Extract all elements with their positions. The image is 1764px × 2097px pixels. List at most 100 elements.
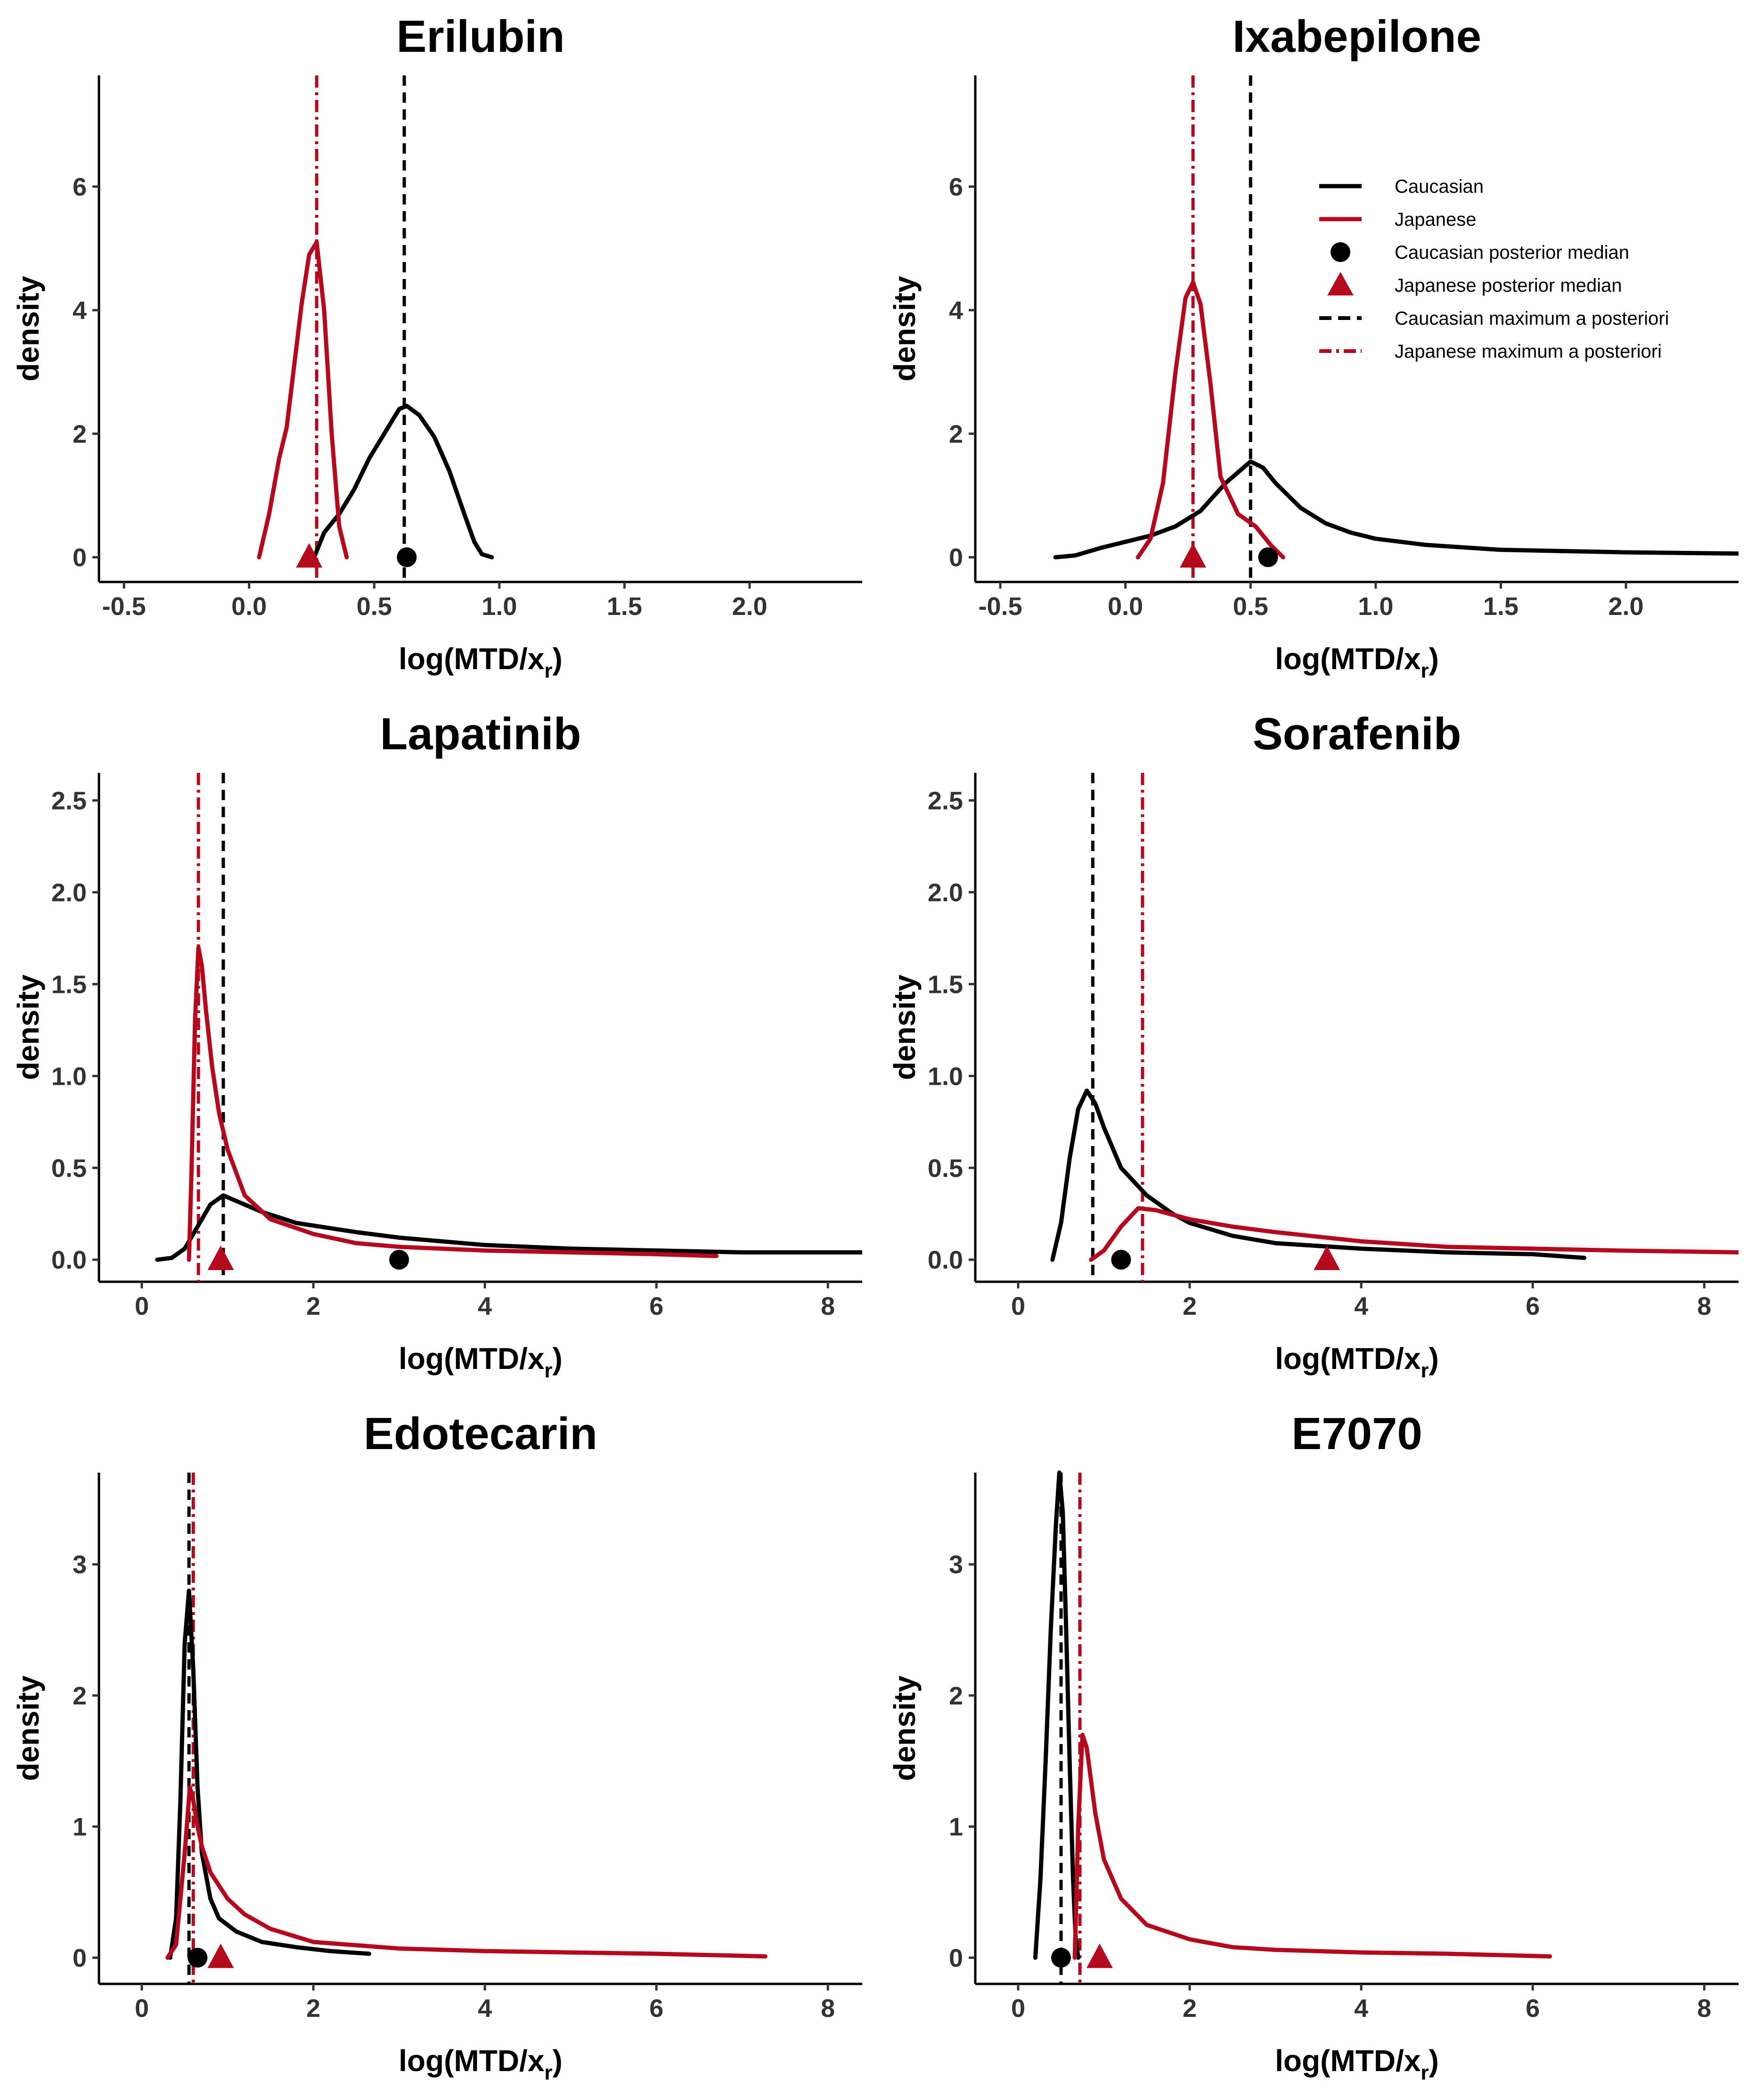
- y-tick-label: 0: [73, 544, 87, 572]
- japanese-density-line: [187, 945, 719, 1262]
- x-tick-label: 2: [1183, 1292, 1197, 1320]
- x-tick-label: 6: [649, 1292, 663, 1320]
- x-tick-label: 2.0: [1608, 592, 1643, 621]
- x-axis-label-main: log(MTD/x: [1275, 642, 1421, 676]
- x-axis-label-main: log(MTD/x: [1275, 1342, 1421, 1376]
- x-axis-label: log(MTD/xr): [1275, 1342, 1439, 1382]
- legend-label: Japanese maximum a posteriori: [1395, 341, 1662, 362]
- caucasian-posterior-median-point: [1258, 547, 1278, 567]
- x-tick-label: 0.0: [1108, 592, 1143, 621]
- y-tick-label: 4: [949, 296, 963, 325]
- legend-label: Japanese posterior median: [1395, 275, 1622, 296]
- y-tick-label: 2.0: [928, 878, 963, 907]
- x-tick-label: 8: [1697, 1292, 1711, 1320]
- x-axis-label-main: log(MTD/x: [1275, 2044, 1421, 2078]
- y-tick-label: 0: [73, 1944, 87, 1972]
- legend-label: Caucasian: [1395, 176, 1484, 197]
- x-axis-label: log(MTD/xr): [399, 642, 563, 682]
- x-axis-label: log(MTD/xr): [1275, 642, 1439, 682]
- plot-area: [257, 75, 494, 582]
- japanese-posterior-median-point: [207, 1943, 234, 1968]
- x-tick-label: 8: [821, 1292, 835, 1320]
- x-tick-label: 4: [478, 1994, 492, 2023]
- y-tick-label: 4: [73, 296, 87, 325]
- y-tick-label: 1.0: [51, 1062, 87, 1090]
- caucasian-posterior-median-point: [1111, 1250, 1131, 1270]
- y-tick-label: 2: [949, 1682, 963, 1710]
- y-tick-label: 6: [73, 173, 87, 201]
- x-tick-label: 0.0: [231, 592, 267, 621]
- x-axis-label-subscript: r: [544, 1359, 552, 1382]
- x-tick-label: 2: [306, 1994, 320, 2023]
- x-tick-label: 1.5: [1483, 592, 1519, 621]
- legend-label: Japanese: [1395, 209, 1476, 230]
- japanese-density-line: [1089, 1206, 1739, 1262]
- y-axis-label: density: [11, 975, 45, 1080]
- japanese-posterior-median-point: [296, 543, 323, 568]
- chart-title: Erilubin: [396, 11, 564, 62]
- y-axis-label: density: [888, 276, 922, 381]
- plot-area: [1053, 75, 1739, 582]
- plot-area: [155, 773, 862, 1282]
- x-axis-label-close: ): [553, 1342, 563, 1376]
- y-tick-label: 1.0: [928, 1062, 963, 1090]
- x-axis-label-close: ): [1429, 2044, 1439, 2078]
- y-tick-label: 2.5: [51, 786, 87, 815]
- x-axis-label: log(MTD/xr): [399, 1342, 563, 1382]
- japanese-density-line: [1135, 280, 1285, 560]
- panel-e7070: E7070 0 1 2 3 0 2 4 6 8 density log(MTD/xr): [888, 1409, 1739, 2084]
- x-axis-label-close: ): [1429, 642, 1439, 676]
- x-axis-label-subscript: r: [544, 2061, 552, 2084]
- x-tick-label: 1.0: [1358, 592, 1393, 621]
- y-tick-label: 0.0: [928, 1246, 963, 1274]
- japanese-density-line: [257, 240, 349, 560]
- x-tick-label: 6: [649, 1994, 663, 2023]
- x-axis-label: log(MTD/xr): [1275, 2044, 1439, 2084]
- x-axis-label: log(MTD/xr): [399, 2044, 563, 2084]
- x-tick-label: 4: [1354, 1994, 1368, 2023]
- x-axis-label-main: log(MTD/x: [399, 1342, 545, 1376]
- y-tick-label: 0: [949, 1944, 963, 1972]
- caucasian-posterior-median-point: [1051, 1948, 1071, 1968]
- y-tick-label: 2: [949, 420, 963, 448]
- x-tick-label: 1.0: [482, 592, 517, 621]
- y-tick-label: 0.5: [928, 1154, 963, 1182]
- japanese-posterior-median-point: [1086, 1943, 1113, 1968]
- x-tick-label: 0.5: [1233, 592, 1268, 621]
- caucasian-density-line: [1053, 459, 1739, 560]
- japanese-posterior-median-point: [207, 1245, 234, 1270]
- x-tick-label: 0: [1011, 1292, 1025, 1320]
- x-tick-label: -0.5: [102, 592, 146, 621]
- panel-sorafenib: Sorafenib 0.0 0.5 1.0 1.5 2.0 2.5 0 2 4 6 8 density l…: [888, 709, 1739, 1382]
- y-tick-label: 3: [949, 1551, 963, 1579]
- y-axis-label: density: [11, 276, 45, 381]
- chart-title: Lapatinib: [380, 709, 581, 759]
- x-tick-label: 4: [1354, 1292, 1368, 1320]
- y-axis-label: density: [888, 975, 922, 1080]
- x-tick-label: -0.5: [979, 592, 1022, 621]
- x-axis-label-main: log(MTD/x: [399, 2044, 545, 2078]
- x-tick-label: 6: [1526, 1994, 1540, 2023]
- x-tick-label: 8: [821, 1994, 835, 2023]
- x-axis-label-subscript: r: [1421, 2061, 1429, 2084]
- legend-key-caucasian-median: [1331, 242, 1350, 262]
- panel-edotecarin: Edotecarin 0 1 2 3 0 2 4 6 8 density log(MTD/xr): [11, 1409, 862, 2084]
- y-tick-label: 0: [949, 544, 963, 572]
- chart-title: E7070: [1291, 1409, 1422, 1459]
- x-axis-label-close: ): [553, 2044, 563, 2078]
- chart-title: Sorafenib: [1253, 709, 1462, 759]
- x-tick-label: 2: [1183, 1994, 1197, 2023]
- caucasian-density-line: [1033, 1470, 1080, 1960]
- y-tick-label: 2.0: [51, 878, 87, 907]
- caucasian-posterior-median-point: [397, 547, 417, 567]
- plot-area: [165, 1473, 768, 1984]
- legend: Caucasian Japanese Caucasian posterior med…: [1319, 176, 1669, 362]
- x-axis-label-close: ): [1429, 1342, 1439, 1376]
- caucasian-posterior-median-point: [389, 1250, 409, 1270]
- legend-label: Caucasian maximum a posteriori: [1395, 308, 1669, 329]
- y-tick-label: 3: [73, 1551, 87, 1579]
- japanese-posterior-median-point: [1180, 543, 1207, 568]
- y-tick-label: 1: [949, 1813, 963, 1841]
- y-tick-label: 1: [73, 1813, 87, 1841]
